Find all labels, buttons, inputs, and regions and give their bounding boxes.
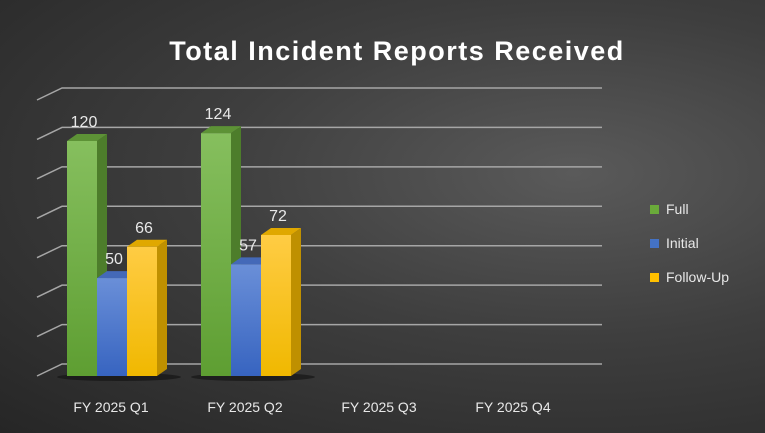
data-label: 57 bbox=[239, 237, 257, 254]
bar-side bbox=[291, 228, 301, 376]
x-tick-label: FY 2025 Q3 bbox=[341, 399, 416, 415]
bar-initial bbox=[231, 264, 261, 376]
bar-initial bbox=[97, 278, 127, 376]
x-tick-label: FY 2025 Q1 bbox=[73, 399, 148, 415]
gridline bbox=[36, 363, 602, 377]
bar-top bbox=[127, 239, 167, 247]
data-label: 50 bbox=[105, 251, 123, 268]
gridline bbox=[36, 244, 602, 259]
gridline bbox=[36, 87, 602, 101]
gridline bbox=[36, 166, 602, 180]
data-label: 120 bbox=[71, 114, 98, 131]
legend-swatch bbox=[650, 205, 659, 214]
bar-follow-up bbox=[261, 235, 291, 376]
x-tick-label: FY 2025 Q2 bbox=[207, 399, 282, 415]
x-tick-label: FY 2025 Q4 bbox=[475, 399, 550, 415]
gridline bbox=[36, 205, 602, 219]
chart-title: Total Incident Reports Received bbox=[169, 36, 625, 66]
bar-top bbox=[261, 228, 301, 235]
gridline bbox=[36, 126, 602, 141]
data-label: 124 bbox=[205, 106, 232, 123]
data-label: 72 bbox=[269, 208, 287, 225]
bar-top bbox=[67, 134, 107, 141]
legend-label: Initial bbox=[666, 235, 699, 251]
bar-top bbox=[201, 126, 241, 134]
bar-full bbox=[67, 141, 97, 376]
legend-swatch bbox=[650, 239, 659, 248]
legend-label: Follow-Up bbox=[666, 269, 729, 285]
gridline bbox=[36, 284, 602, 298]
bar-full bbox=[201, 133, 231, 376]
bar-side bbox=[157, 239, 167, 376]
data-label: 66 bbox=[135, 220, 153, 237]
legend-swatch bbox=[650, 273, 659, 282]
gridline bbox=[36, 323, 602, 338]
bar-follow-up bbox=[127, 246, 157, 376]
legend-label: Full bbox=[666, 201, 689, 217]
